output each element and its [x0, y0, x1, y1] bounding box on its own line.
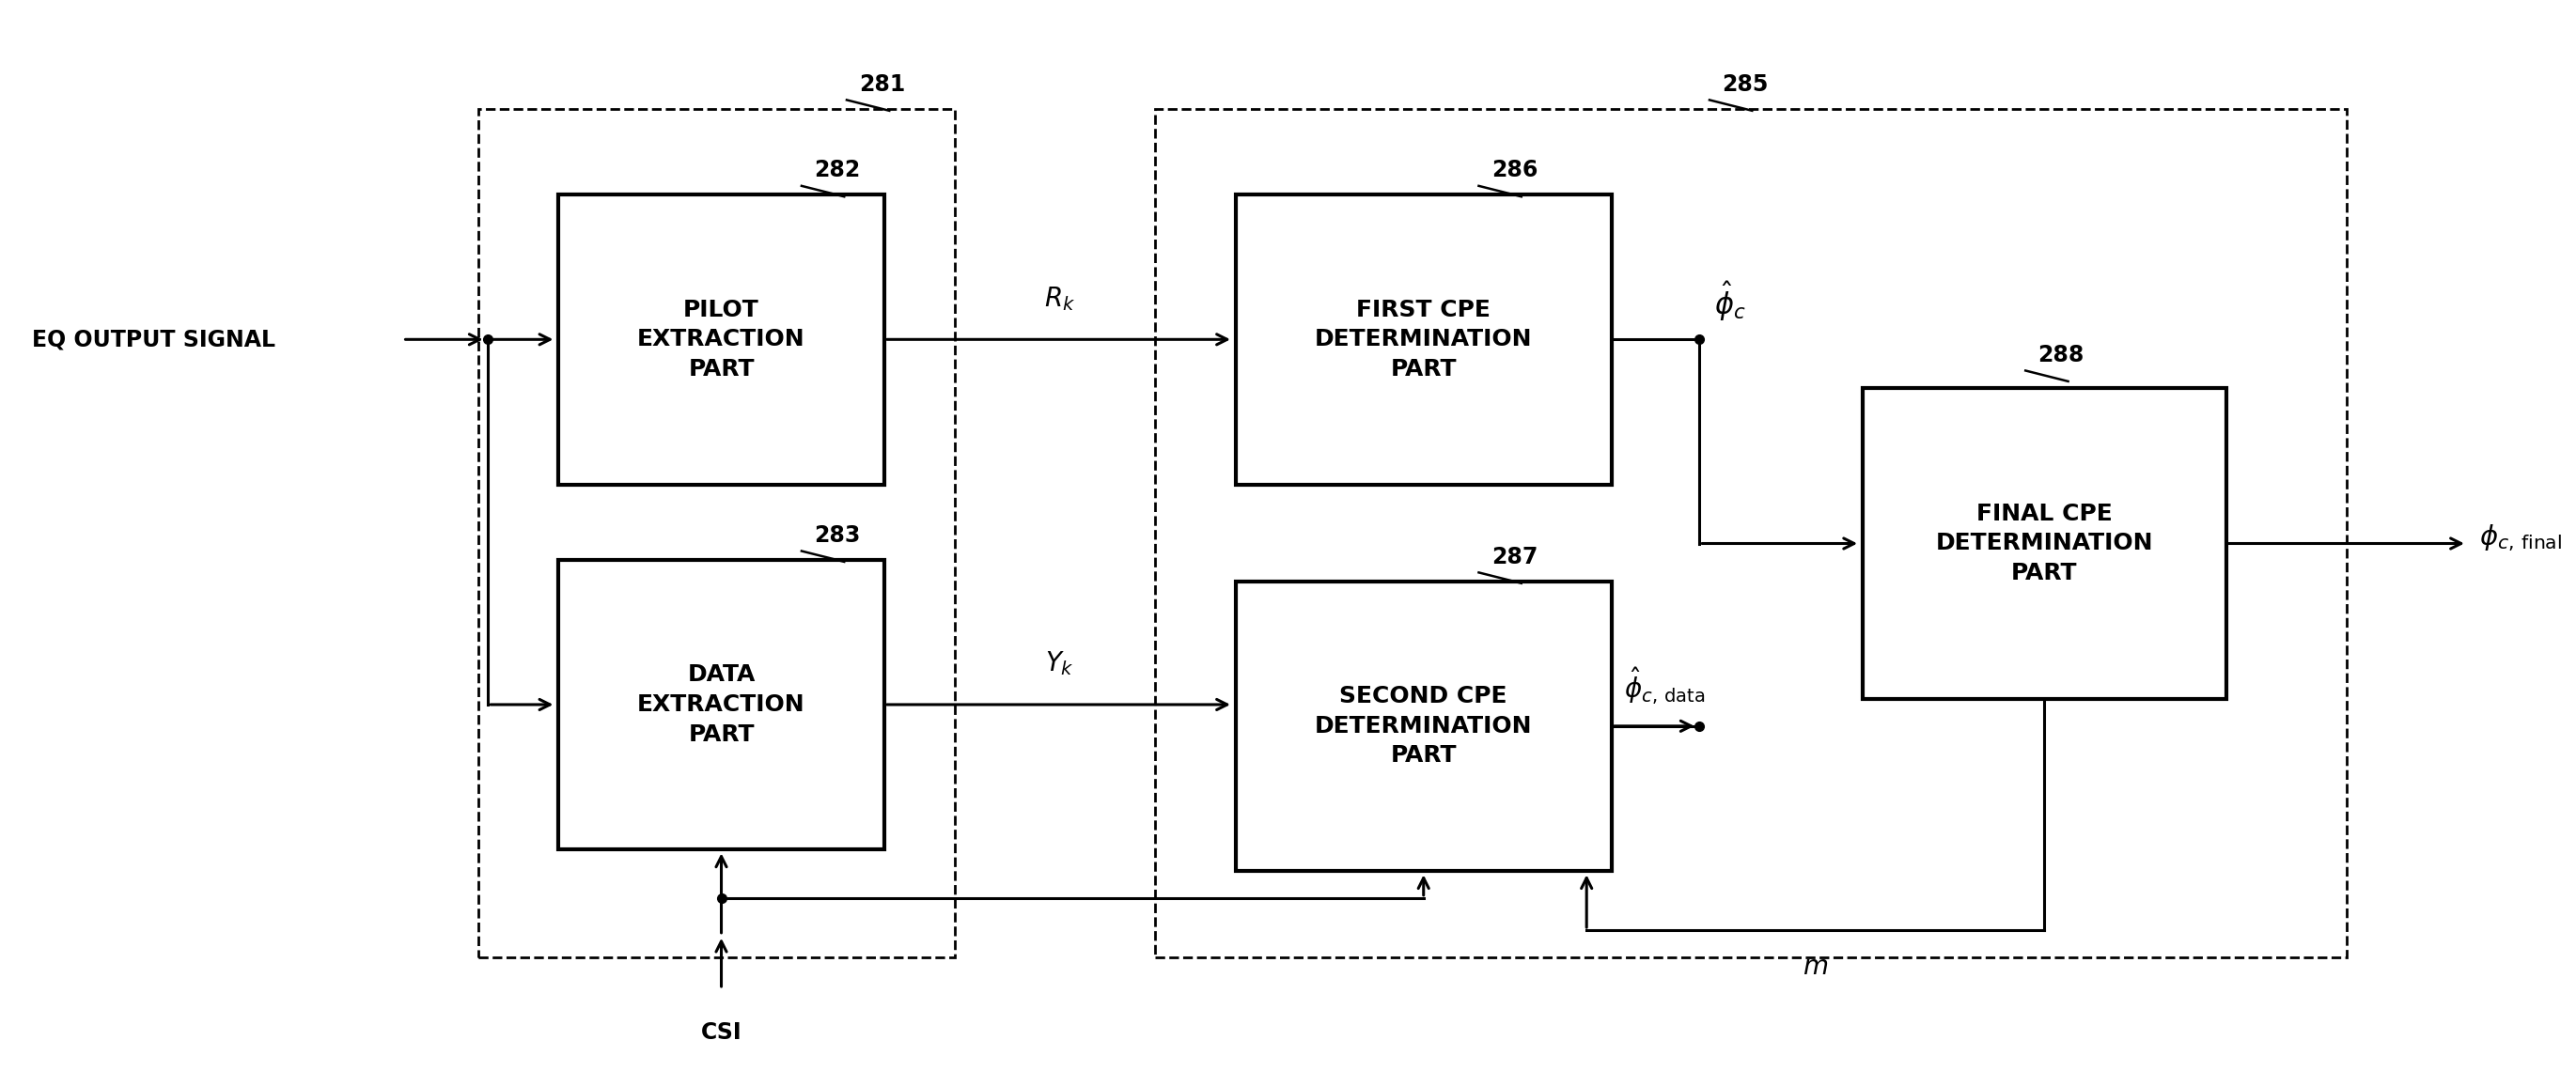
Text: 285: 285 — [1721, 73, 1767, 96]
Text: 286: 286 — [1492, 159, 1538, 182]
Bar — [1236, 195, 1613, 485]
Text: FIRST CPE
DETERMINATION
PART: FIRST CPE DETERMINATION PART — [1314, 299, 1533, 380]
Text: PILOT
EXTRACTION
PART: PILOT EXTRACTION PART — [636, 299, 806, 380]
Text: $\hat{\phi}_c$: $\hat{\phi}_c$ — [1716, 279, 1747, 323]
Bar — [559, 195, 884, 485]
Text: $m$: $m$ — [1803, 953, 1829, 980]
Text: FINAL CPE
DETERMINATION
PART: FINAL CPE DETERMINATION PART — [1935, 502, 2154, 585]
Text: DATA
EXTRACTION
PART: DATA EXTRACTION PART — [636, 664, 806, 746]
Text: $\phi_{c,\,\mathrm{final}}$: $\phi_{c,\,\mathrm{final}}$ — [2481, 523, 2563, 553]
Text: $Y_k$: $Y_k$ — [1046, 650, 1074, 677]
Bar — [1862, 388, 2226, 699]
Text: 282: 282 — [814, 159, 860, 182]
Bar — [559, 560, 884, 850]
Text: CSI: CSI — [701, 1022, 742, 1044]
Text: 283: 283 — [814, 524, 860, 547]
Text: SECOND CPE
DETERMINATION
PART: SECOND CPE DETERMINATION PART — [1314, 685, 1533, 767]
Text: 288: 288 — [2038, 343, 2084, 366]
Text: EQ OUTPUT SIGNAL: EQ OUTPUT SIGNAL — [31, 328, 276, 351]
Bar — [1154, 109, 2347, 957]
Text: 287: 287 — [1492, 546, 1538, 569]
Text: $R_k$: $R_k$ — [1043, 285, 1077, 313]
Bar — [1236, 582, 1613, 871]
Text: 281: 281 — [860, 73, 907, 96]
Bar — [479, 109, 956, 957]
Text: $\hat{\phi}_{c,\,\mathrm{data}}$: $\hat{\phi}_{c,\,\mathrm{data}}$ — [1625, 665, 1705, 707]
